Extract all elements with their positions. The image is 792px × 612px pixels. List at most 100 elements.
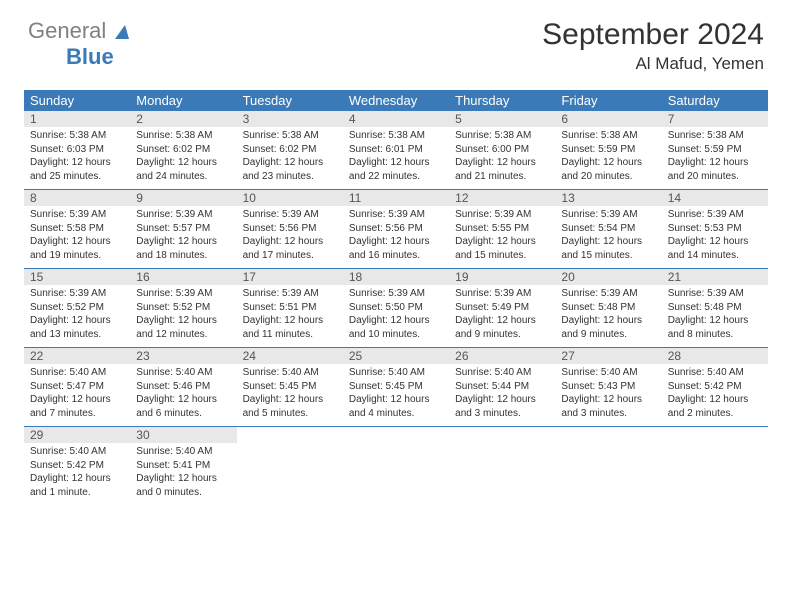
day-cell: 30Sunrise: 5:40 AMSunset: 5:41 PMDayligh… — [130, 427, 236, 505]
daylight-text: Daylight: 12 hours and 14 minutes. — [668, 235, 762, 262]
day-cell: 22Sunrise: 5:40 AMSunset: 5:47 PMDayligh… — [24, 348, 130, 426]
sunrise-text: Sunrise: 5:38 AM — [668, 129, 762, 143]
day-number: 24 — [237, 348, 343, 364]
day-number: 7 — [662, 111, 768, 127]
sunset-text: Sunset: 5:54 PM — [561, 222, 655, 236]
day-cell: 27Sunrise: 5:40 AMSunset: 5:43 PMDayligh… — [555, 348, 661, 426]
daylight-text: Daylight: 12 hours and 20 minutes. — [668, 156, 762, 183]
sunset-text: Sunset: 5:43 PM — [561, 380, 655, 394]
day-cell: 21Sunrise: 5:39 AMSunset: 5:48 PMDayligh… — [662, 269, 768, 347]
sunrise-text: Sunrise: 5:38 AM — [136, 129, 230, 143]
day-cell: 7Sunrise: 5:38 AMSunset: 5:59 PMDaylight… — [662, 111, 768, 189]
daylight-text: Daylight: 12 hours and 23 minutes. — [243, 156, 337, 183]
day-headers: SundayMondayTuesdayWednesdayThursdayFrid… — [24, 90, 768, 111]
day-content: Sunrise: 5:40 AMSunset: 5:47 PMDaylight:… — [24, 364, 130, 426]
sunrise-text: Sunrise: 5:38 AM — [455, 129, 549, 143]
day-content: Sunrise: 5:39 AMSunset: 5:49 PMDaylight:… — [449, 285, 555, 347]
day-content: Sunrise: 5:38 AMSunset: 5:59 PMDaylight:… — [662, 127, 768, 189]
day-header: Saturday — [662, 90, 768, 111]
sunset-text: Sunset: 6:03 PM — [30, 143, 124, 157]
sunset-text: Sunset: 5:42 PM — [30, 459, 124, 473]
sunrise-text: Sunrise: 5:40 AM — [30, 366, 124, 380]
day-content: Sunrise: 5:39 AMSunset: 5:56 PMDaylight:… — [343, 206, 449, 268]
sunset-text: Sunset: 5:49 PM — [455, 301, 549, 315]
day-content: Sunrise: 5:39 AMSunset: 5:50 PMDaylight:… — [343, 285, 449, 347]
day-number: 25 — [343, 348, 449, 364]
daylight-text: Daylight: 12 hours and 16 minutes. — [349, 235, 443, 262]
sunrise-text: Sunrise: 5:39 AM — [349, 208, 443, 222]
sunset-text: Sunset: 5:41 PM — [136, 459, 230, 473]
day-content: Sunrise: 5:40 AMSunset: 5:42 PMDaylight:… — [24, 443, 130, 505]
empty-cell — [237, 427, 343, 505]
daylight-text: Daylight: 12 hours and 24 minutes. — [136, 156, 230, 183]
sunset-text: Sunset: 6:01 PM — [349, 143, 443, 157]
weeks-container: 1 Sunrise: 5:38 AM Sunset: 6:03 PM Daylight… — [24, 111, 768, 505]
day-cell: 4Sunrise: 5:38 AMSunset: 6:01 PMDaylight… — [343, 111, 449, 189]
brand-line1: General — [28, 18, 106, 43]
day-cell: 1Sunrise: 5:38 AMSunset: 6:03 PMDaylight… — [24, 111, 130, 189]
day-cell: 6Sunrise: 5:38 AMSunset: 5:59 PMDaylight… — [555, 111, 661, 189]
day-content: Sunrise: 5:38 AMSunset: 6:00 PMDaylight:… — [449, 127, 555, 189]
daylight-text: Daylight: 12 hours and 19 minutes. — [30, 235, 124, 262]
day-cell: 13Sunrise: 5:39 AMSunset: 5:54 PMDayligh… — [555, 190, 661, 268]
sunset-text: Sunset: 5:57 PM — [136, 222, 230, 236]
sunrise-text: Sunrise: 5:40 AM — [455, 366, 549, 380]
day-number: 1 — [24, 111, 130, 127]
empty-cell — [343, 427, 449, 505]
sunrise-text: Sunrise: 5:39 AM — [136, 208, 230, 222]
sunrise-text: Sunrise: 5:40 AM — [668, 366, 762, 380]
day-content: Sunrise: 5:40 AMSunset: 5:43 PMDaylight:… — [555, 364, 661, 426]
day-content: Sunrise: 5:39 AMSunset: 5:54 PMDaylight:… — [555, 206, 661, 268]
sunset-text: Sunset: 5:56 PM — [243, 222, 337, 236]
day-number: 21 — [662, 269, 768, 285]
daylight-text: Daylight: 12 hours and 2 minutes. — [668, 393, 762, 420]
sunset-text: Sunset: 5:48 PM — [668, 301, 762, 315]
sunrise-text: Sunrise: 5:38 AM — [243, 129, 337, 143]
empty-cell — [662, 427, 768, 505]
day-number: 17 — [237, 269, 343, 285]
day-cell: 20Sunrise: 5:39 AMSunset: 5:48 PMDayligh… — [555, 269, 661, 347]
daylight-text: Daylight: 12 hours and 5 minutes. — [243, 393, 337, 420]
daylight-text: Daylight: 12 hours and 6 minutes. — [136, 393, 230, 420]
day-content: Sunrise: 5:38 AMSunset: 6:01 PMDaylight:… — [343, 127, 449, 189]
day-header: Wednesday — [343, 90, 449, 111]
sunset-text: Sunset: 5:50 PM — [349, 301, 443, 315]
day-cell: 25Sunrise: 5:40 AMSunset: 5:45 PMDayligh… — [343, 348, 449, 426]
sunrise-text: Sunrise: 5:39 AM — [455, 287, 549, 301]
daylight-text: Daylight: 12 hours and 11 minutes. — [243, 314, 337, 341]
brand-logo: General Blue — [28, 18, 132, 70]
day-number: 29 — [24, 427, 130, 443]
daylight-text: Daylight: 12 hours and 15 minutes. — [455, 235, 549, 262]
sunset-text: Sunset: 5:47 PM — [30, 380, 124, 394]
sunrise-text: Sunrise: 5:39 AM — [349, 287, 443, 301]
brand-line2: Blue — [66, 44, 114, 69]
sunrise-text: Sunrise: 5:38 AM — [349, 129, 443, 143]
daylight-text: Daylight: 12 hours and 15 minutes. — [561, 235, 655, 262]
daylight-text: Daylight: 12 hours and 3 minutes. — [455, 393, 549, 420]
sunset-text: Sunset: 5:51 PM — [243, 301, 337, 315]
day-number: 10 — [237, 190, 343, 206]
empty-cell — [555, 427, 661, 505]
day-number: 6 — [555, 111, 661, 127]
sunset-text: Sunset: 6:00 PM — [455, 143, 549, 157]
sunrise-text: Sunrise: 5:40 AM — [243, 366, 337, 380]
calendar: SundayMondayTuesdayWednesdayThursdayFrid… — [0, 90, 792, 505]
day-cell: 2Sunrise: 5:38 AMSunset: 6:02 PMDaylight… — [130, 111, 236, 189]
sunset-text: Sunset: 5:52 PM — [30, 301, 124, 315]
week-row: 29Sunrise: 5:40 AMSunset: 5:42 PMDayligh… — [24, 427, 768, 505]
day-number: 2 — [130, 111, 236, 127]
day-cell: 15Sunrise: 5:39 AMSunset: 5:52 PMDayligh… — [24, 269, 130, 347]
empty-cell — [449, 427, 555, 505]
day-number: 23 — [130, 348, 236, 364]
sunrise-text: Sunrise: 5:39 AM — [561, 287, 655, 301]
day-number: 5 — [449, 111, 555, 127]
sunrise-text: Sunrise: 5:39 AM — [455, 208, 549, 222]
day-cell: 26Sunrise: 5:40 AMSunset: 5:44 PMDayligh… — [449, 348, 555, 426]
week-row: 8Sunrise: 5:39 AMSunset: 5:58 PMDaylight… — [24, 190, 768, 269]
day-cell: 24Sunrise: 5:40 AMSunset: 5:45 PMDayligh… — [237, 348, 343, 426]
day-content: Sunrise: 5:40 AMSunset: 5:42 PMDaylight:… — [662, 364, 768, 426]
day-cell: 17Sunrise: 5:39 AMSunset: 5:51 PMDayligh… — [237, 269, 343, 347]
sunset-text: Sunset: 5:48 PM — [561, 301, 655, 315]
sunset-text: Sunset: 5:55 PM — [455, 222, 549, 236]
day-number: 18 — [343, 269, 449, 285]
